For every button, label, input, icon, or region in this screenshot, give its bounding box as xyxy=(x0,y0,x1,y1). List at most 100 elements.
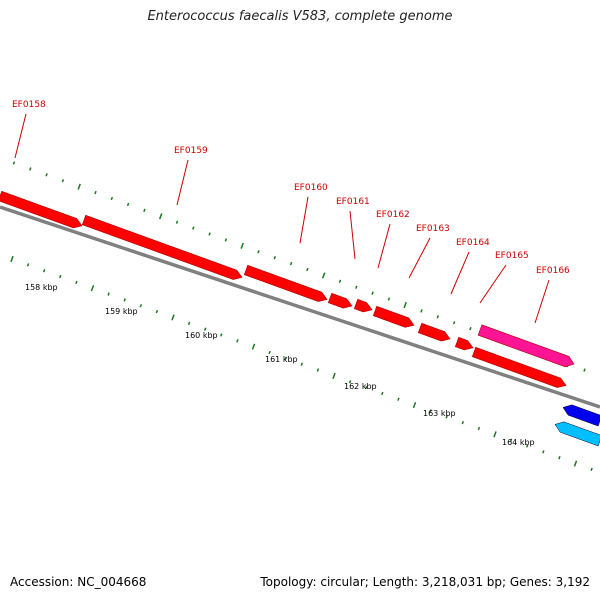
outer-tick xyxy=(192,226,195,230)
scale-label: 160 kbp xyxy=(185,331,218,340)
outer-tick xyxy=(583,368,586,372)
outer-tick xyxy=(355,285,358,289)
inner-tick xyxy=(364,385,368,390)
gene-arrow-ef0165 xyxy=(454,336,474,351)
inner-tick xyxy=(268,350,271,355)
inner-tick xyxy=(348,380,352,384)
outer-tick xyxy=(208,232,211,236)
inner-tick xyxy=(573,460,578,467)
gene-label: EF0159 xyxy=(174,146,208,156)
gene-leader-line xyxy=(408,237,431,279)
inner-tick xyxy=(123,298,126,302)
inner-tick xyxy=(59,274,62,279)
outer-tick xyxy=(452,321,456,325)
inner-tick xyxy=(461,420,465,425)
inner-tick xyxy=(203,327,207,331)
outer-tick xyxy=(29,167,32,171)
scale-label: 161 kbp xyxy=(265,355,298,364)
inner-tick xyxy=(90,285,95,292)
gene-label: EF0161 xyxy=(336,197,370,207)
inner-tick xyxy=(429,409,432,413)
outer-tick xyxy=(61,179,65,183)
inner-tick xyxy=(525,444,529,448)
outer-tick xyxy=(387,297,391,301)
gene-leader-line xyxy=(14,113,27,159)
gene-label: EF0158 xyxy=(12,100,46,110)
map-title: Enterococcus faecalis V583, complete gen… xyxy=(147,9,453,24)
inner-tick xyxy=(300,362,304,366)
outer-tick xyxy=(224,238,228,242)
gene-arrow-ef0160 xyxy=(243,264,328,302)
gene-arrow-highlight xyxy=(477,324,575,368)
inner-tick xyxy=(107,292,110,296)
inner-tick xyxy=(412,402,417,409)
outer-tick xyxy=(126,202,130,207)
gene-leader-line xyxy=(299,196,309,244)
outer-tick xyxy=(12,161,16,165)
inner-tick xyxy=(542,450,545,454)
inner-tick xyxy=(509,438,513,442)
reverse-gene-arrow xyxy=(554,421,600,447)
inner-tick xyxy=(558,456,561,460)
reverse-gene-arrow xyxy=(562,404,600,427)
outer-tick xyxy=(273,256,277,260)
genome-backbone xyxy=(0,205,600,409)
outer-tick xyxy=(110,196,114,201)
scale-label: 162 kbp xyxy=(344,382,377,391)
scale-label: 159 kbp xyxy=(105,307,138,316)
outer-tick xyxy=(469,327,472,331)
inner-tick xyxy=(171,314,175,321)
inner-tick xyxy=(155,309,159,314)
gene-leader-line xyxy=(450,251,470,295)
outer-tick xyxy=(94,190,97,195)
outer-tick xyxy=(77,183,81,190)
inner-tick xyxy=(75,280,78,285)
inner-tick xyxy=(590,467,593,472)
inner-tick xyxy=(236,339,239,343)
outer-tick xyxy=(175,220,179,224)
gene-leader-line xyxy=(377,223,391,269)
gene-leader-line xyxy=(534,279,550,324)
gene-arrow-ef0158 xyxy=(0,190,83,229)
gene-arrow-ef0166 xyxy=(471,346,567,388)
accession-label: Accession: NC_004668 xyxy=(10,575,147,589)
gene-label: EF0165 xyxy=(495,251,529,261)
gene-arrow-ef0162 xyxy=(353,298,373,313)
gene-label: EF0163 xyxy=(416,224,450,234)
outer-tick xyxy=(420,309,423,313)
gene-label: EF0166 xyxy=(536,266,570,276)
inner-tick xyxy=(42,269,46,273)
inner-tick xyxy=(187,321,191,325)
outer-tick xyxy=(306,267,309,272)
scale-label: 164 kbp xyxy=(502,438,535,447)
inner-tick xyxy=(139,304,143,308)
outer-tick xyxy=(289,261,293,266)
outer-tick xyxy=(403,301,407,309)
outer-tick xyxy=(158,213,163,220)
outer-tick xyxy=(257,250,260,254)
outer-tick xyxy=(45,173,48,177)
outer-tick xyxy=(436,315,440,319)
gene-arrow-ef0159 xyxy=(81,214,243,280)
inner-tick xyxy=(284,356,287,361)
gene-arrow-ef0164 xyxy=(417,322,451,342)
inner-tick xyxy=(316,368,320,372)
scale-label: 158 kbp xyxy=(25,283,58,292)
inner-tick xyxy=(397,397,400,401)
inner-tick xyxy=(10,255,14,263)
gene-label: EF0164 xyxy=(456,238,490,248)
gene-label: EF0162 xyxy=(376,210,410,220)
outer-tick xyxy=(338,279,342,284)
gene-leader-line xyxy=(349,210,356,260)
outer-tick xyxy=(143,208,146,213)
gene-arrow-ef0161 xyxy=(327,292,353,309)
gene-leader-line xyxy=(479,264,507,304)
outer-tick xyxy=(371,291,374,295)
inner-tick xyxy=(332,372,336,379)
inner-tick xyxy=(445,415,448,419)
gene-label: EF0160 xyxy=(294,183,328,193)
genome-summary: Topology: circular; Length: 3,218,031 bp… xyxy=(260,575,590,589)
inner-tick xyxy=(26,263,30,267)
inner-tick xyxy=(477,426,481,431)
